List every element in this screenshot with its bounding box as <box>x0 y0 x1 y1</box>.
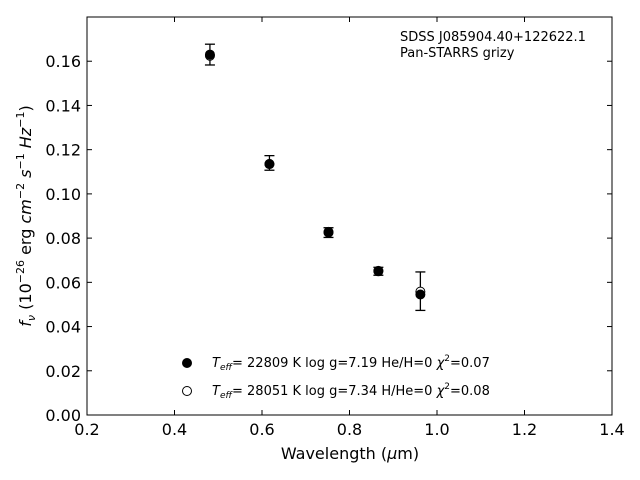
x-tick-label: 0.4 <box>162 420 187 439</box>
x-tick-label: 1.2 <box>512 420 537 439</box>
legend: Teff= 22809 K log g=7.19 He/H=0 χ2=0.07 … <box>182 354 490 401</box>
y-axis-title: fν (10−26 erg cm−2 s−1 Hz−1) <box>14 105 38 326</box>
annotation-object-name: SDSS J085904.40+122622.1 <box>400 30 586 45</box>
data-point-filled <box>204 49 215 60</box>
y-tick-label: 0.08 <box>45 229 81 248</box>
y-tick-label: 0.14 <box>45 96 81 115</box>
y-tick-label: 0.02 <box>45 362 81 381</box>
x-tick-label: 1.0 <box>424 420 449 439</box>
x-axis: 0.2 0.4 0.6 0.8 1.0 1.2 1.4 <box>74 17 625 439</box>
x-axis-title: Wavelength (μm) <box>281 444 419 463</box>
legend-marker-filled <box>182 358 192 368</box>
data-point-filled <box>323 227 334 238</box>
x-tick-label: 0.2 <box>74 420 99 439</box>
data-point-filled <box>264 159 275 170</box>
data-point-filled <box>373 266 384 277</box>
y-tick-label: 0.06 <box>45 273 81 292</box>
x-tick-label: 0.8 <box>337 420 362 439</box>
y-axis: 0.00 0.02 0.04 0.06 0.08 0.10 0.12 0.14 0.16 <box>45 52 612 425</box>
plot-area <box>86 16 613 416</box>
y-tick-label: 0.10 <box>45 185 81 204</box>
legend-entry-2: Teff= 28051 K log g=7.34 H/He=0 χ2=0.08 <box>212 382 490 401</box>
x-tick-label: 0.6 <box>249 420 274 439</box>
y-tick-label: 0.12 <box>45 141 81 160</box>
y-tick-label: 0.04 <box>45 318 81 337</box>
legend-marker-open <box>182 386 192 396</box>
data-points <box>204 49 426 300</box>
annotation-survey: Pan-STARRS grizy <box>400 46 515 61</box>
legend-entry-1: Teff= 22809 K log g=7.19 He/H=0 χ2=0.07 <box>212 354 490 373</box>
y-tick-label: 0.16 <box>45 52 81 71</box>
x-tick-label: 1.4 <box>599 420 624 439</box>
data-point-filled <box>415 289 426 300</box>
y-tick-label: 0.00 <box>45 406 81 425</box>
